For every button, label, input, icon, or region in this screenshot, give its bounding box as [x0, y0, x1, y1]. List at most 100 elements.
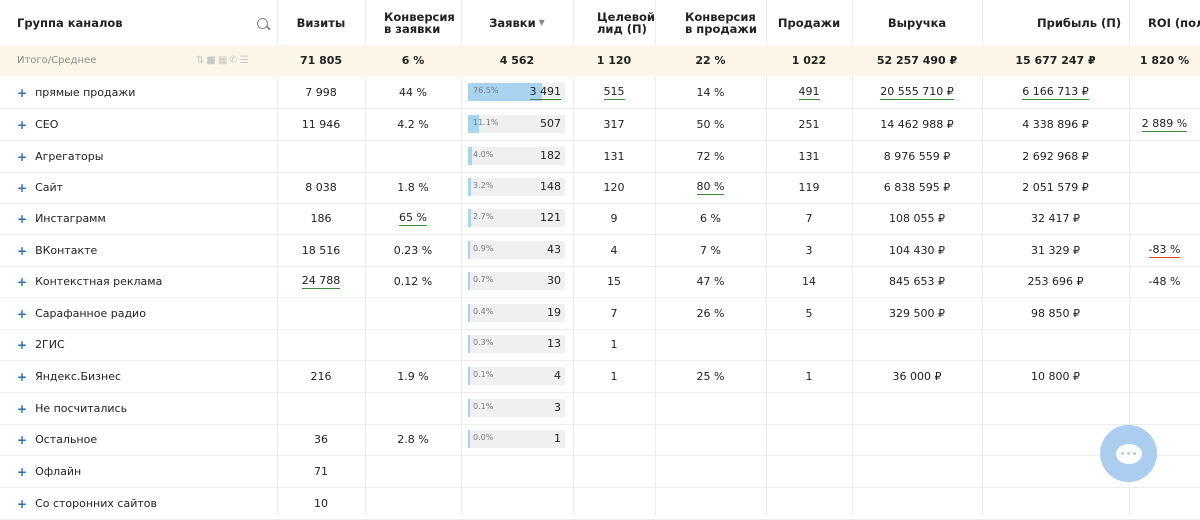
leads-share-bar: 3.2% 148 [468, 178, 565, 196]
cell-sales [766, 456, 852, 487]
table-row[interactable]: + прямые продажи 7 998 44 % 515 14 % 491 20 555… [0, 77, 1200, 109]
value-visits: 71 [314, 465, 328, 478]
leads-value: 30 [547, 274, 561, 287]
table-row[interactable]: + СЕО 11 946 4.2 % 317 50 % 251 14 462 988 ₽ 4 3… [0, 109, 1200, 141]
value-roi[interactable]: -83 % [1148, 243, 1181, 258]
col-header-sales-label: Продажи [777, 15, 841, 30]
table-row[interactable]: +2ГИС 1 0.3% 13 [0, 329, 1200, 361]
value-profit[interactable]: 6 166 713 ₽ [1022, 85, 1089, 100]
cell-sales [766, 424, 852, 455]
expand-plus-icon[interactable]: + [17, 306, 28, 321]
expand-plus-icon[interactable]: + [17, 180, 28, 195]
table-row[interactable]: + Остальное 36 2.8 % 0.0% 1 [0, 424, 1200, 456]
cell-target [573, 393, 655, 424]
cell-sales: 14 [766, 266, 852, 297]
value-conv-sales[interactable]: 80 % [696, 180, 725, 195]
col-header-roi[interactable]: ROI (пол... [1148, 0, 1200, 45]
table-row[interactable]: + Сайт 8 038 1.8 % 120 80 % 119 6 838 595 ₽ 2 05… [0, 172, 1200, 204]
table-row[interactable]: + Яндекс.Бизнес 216 1.9 % 1 25 % 1 36 000 ₽ 10 8… [0, 361, 1200, 393]
row-name-cell[interactable]: + Яндекс.Бизнес [0, 361, 277, 392]
col-header-target[interactable]: Целевой лид (П) [597, 0, 655, 45]
row-name-cell[interactable]: +2ГИС [0, 329, 277, 360]
expand-plus-icon[interactable]: + [17, 464, 28, 479]
expand-plus-icon[interactable]: + [17, 401, 28, 416]
sort-icon[interactable]: ⇅ [196, 55, 207, 66]
leads-share-pct: 0.1% [473, 402, 494, 411]
row-name-cell[interactable]: + Сарафанное радио [0, 298, 277, 329]
leads-share-bar: 76.5% 3 491 [468, 83, 565, 101]
col-header-revenue[interactable]: Выручка [852, 0, 982, 45]
col-header-profit[interactable]: Прибыль (П) [1037, 0, 1129, 45]
row-name-cell[interactable]: + Сайт [0, 172, 277, 203]
value-target: 131 [603, 150, 625, 163]
value-profit: 32 417 ₽ [1031, 212, 1080, 225]
totals-conv-sales: 22 % [695, 54, 726, 67]
expand-plus-icon[interactable]: + [17, 496, 28, 511]
value-visits: 186 [310, 212, 332, 225]
row-name-cell[interactable]: + прямые продажи [0, 77, 277, 108]
row-name: Не посчитались [35, 402, 128, 415]
totals-revenue: 52 257 490 ₽ [876, 54, 958, 67]
cell-roi [1129, 141, 1200, 172]
table-row[interactable]: + Сарафанное радио 7 26 % 5 329 500 ₽ 98 850 ₽… [0, 298, 1200, 330]
col-header-sales[interactable]: Продажи [766, 0, 852, 45]
table-row[interactable]: + Инстаграмм 186 65 % 9 6 % 7 108 055 ₽ 32 417 ₽… [0, 203, 1200, 235]
search-icon[interactable] [257, 18, 268, 29]
list-icon[interactable]: ☰ [239, 55, 251, 66]
expand-plus-icon[interactable]: + [17, 211, 28, 226]
row-name-cell[interactable]: + Контекстная реклама [0, 266, 277, 297]
row-name-cell[interactable]: + Инстаграмм [0, 203, 277, 234]
cell-target: 1 [573, 329, 655, 360]
value-target[interactable]: 515 [603, 85, 625, 100]
expand-plus-icon[interactable]: + [17, 243, 28, 258]
table-row[interactable]: + Офлайн 71 [0, 456, 1200, 488]
table-row[interactable]: + Агрегаторы 131 72 % 131 8 976 559 ₽ 2 692 96… [0, 141, 1200, 173]
stop-icon[interactable]: ■ [206, 55, 218, 66]
cell-profit: 2 051 579 ₽ [982, 172, 1129, 203]
leads-share-fill [468, 304, 470, 322]
phone-icon[interactable]: ✆ [229, 55, 240, 66]
table-row[interactable]: + Не посчитались 0.1% 3 [0, 393, 1200, 425]
col-header-conv-sales[interactable]: Конверсия в продажи [685, 0, 766, 45]
leads-value[interactable]: 3 491 [529, 85, 561, 100]
expand-plus-icon[interactable]: + [17, 274, 28, 289]
table-row[interactable]: + Контекстная реклама 24 788 0.12 % 15 47 % 14… [0, 266, 1200, 298]
table-row[interactable]: + Со сторонних сайтов 10 [0, 488, 1200, 520]
chat-widget-button[interactable] [1100, 425, 1157, 482]
expand-plus-icon[interactable]: + [17, 85, 28, 100]
col-header-visits[interactable]: Визиты [277, 0, 365, 45]
toolbar-icons[interactable]: ⇅■▦✆☰ [196, 55, 251, 66]
leads-share-fill [468, 115, 479, 133]
expand-plus-icon[interactable]: + [17, 432, 28, 447]
value-conv-leads: 0.12 % [393, 275, 433, 288]
value-sales: 119 [798, 181, 820, 194]
value-target: 1 [610, 370, 618, 383]
col-header-group[interactable]: Группа каналов [0, 0, 277, 45]
value-profit: 253 696 ₽ [1027, 275, 1084, 288]
row-name-cell[interactable]: + Остальное [0, 424, 277, 455]
value-conv-leads[interactable]: 65 % [399, 211, 427, 226]
value-profit: 4 338 896 ₽ [1022, 118, 1089, 131]
value-visits[interactable]: 24 788 [301, 274, 341, 289]
expand-plus-icon[interactable]: + [17, 117, 28, 132]
value-sales[interactable]: 491 [798, 85, 820, 100]
expand-plus-icon[interactable]: + [17, 149, 28, 164]
col-header-conv-leads[interactable]: Конверсия в заявки [384, 0, 461, 45]
row-name-cell[interactable]: + Агрегаторы [0, 141, 277, 172]
chart-icon[interactable]: ▦ [217, 55, 230, 66]
row-name-cell[interactable]: + СЕО [0, 109, 277, 140]
row-name-cell[interactable]: + Не посчитались [0, 393, 277, 424]
leads-share-pct: 76.5% [473, 86, 499, 95]
sort-down-icon[interactable]: ▼ [538, 17, 545, 27]
col-header-leads[interactable]: Заявки ▼ [461, 0, 573, 45]
expand-plus-icon[interactable]: + [17, 337, 28, 352]
row-name-cell[interactable]: + ВКонтакте [0, 235, 277, 266]
value-conv-sales: 7 % [700, 244, 721, 257]
table-row[interactable]: + ВКонтакте 18 516 0.23 % 4 7 % 3 104 430 ₽ 31 3… [0, 235, 1200, 267]
value-revenue[interactable]: 20 555 710 ₽ [880, 85, 954, 100]
expand-plus-icon[interactable]: + [17, 369, 28, 384]
value-roi[interactable]: 2 889 % [1141, 117, 1188, 132]
col-header-group-label: Группа каналов [17, 15, 123, 30]
row-name-cell[interactable]: + Офлайн [0, 456, 277, 487]
row-name-cell[interactable]: + Со сторонних сайтов [0, 488, 277, 519]
